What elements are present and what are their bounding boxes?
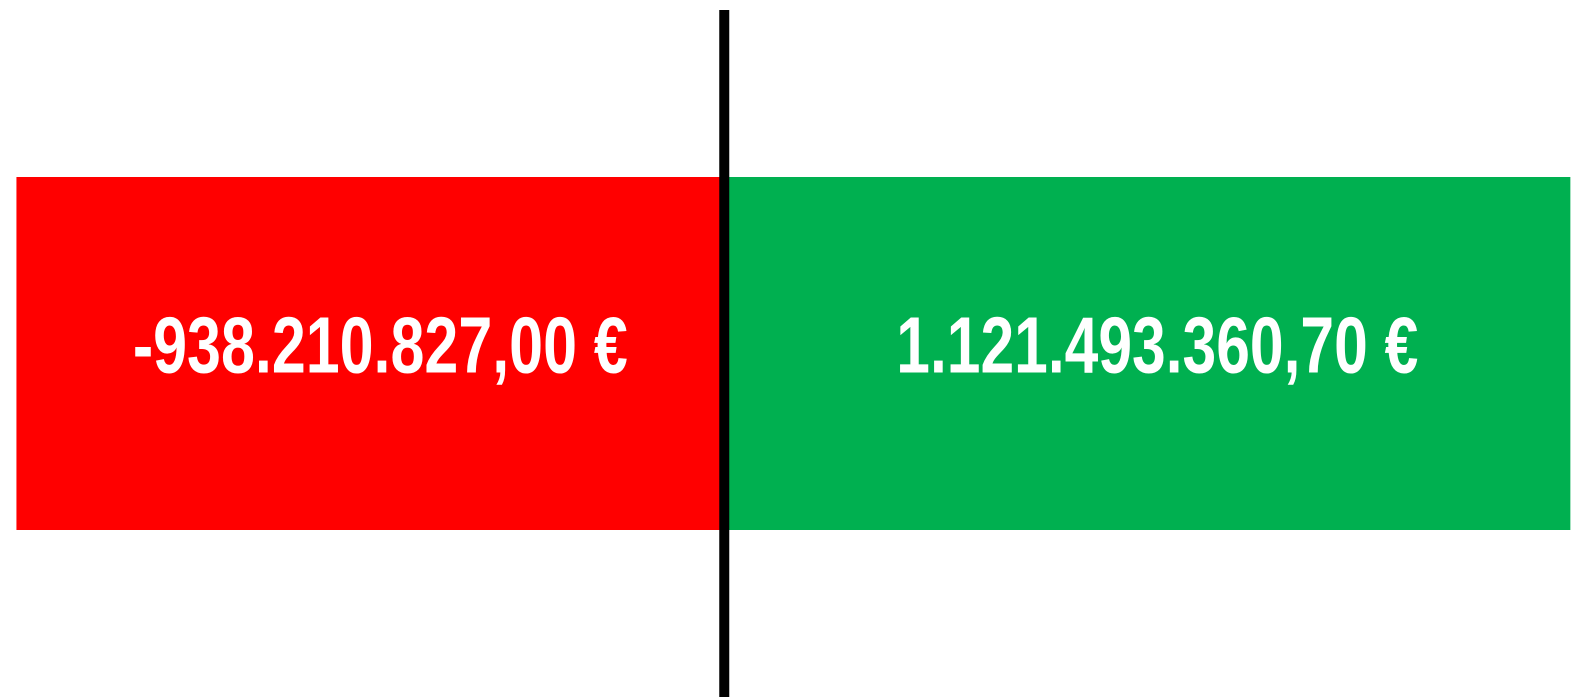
bar xyxy=(16,177,725,530)
bar xyxy=(724,177,1571,530)
zero-axis xyxy=(719,10,730,697)
value-label: -938.210.827,00 € xyxy=(133,301,628,390)
value-label: 1.121.493.360,70 € xyxy=(896,301,1418,390)
